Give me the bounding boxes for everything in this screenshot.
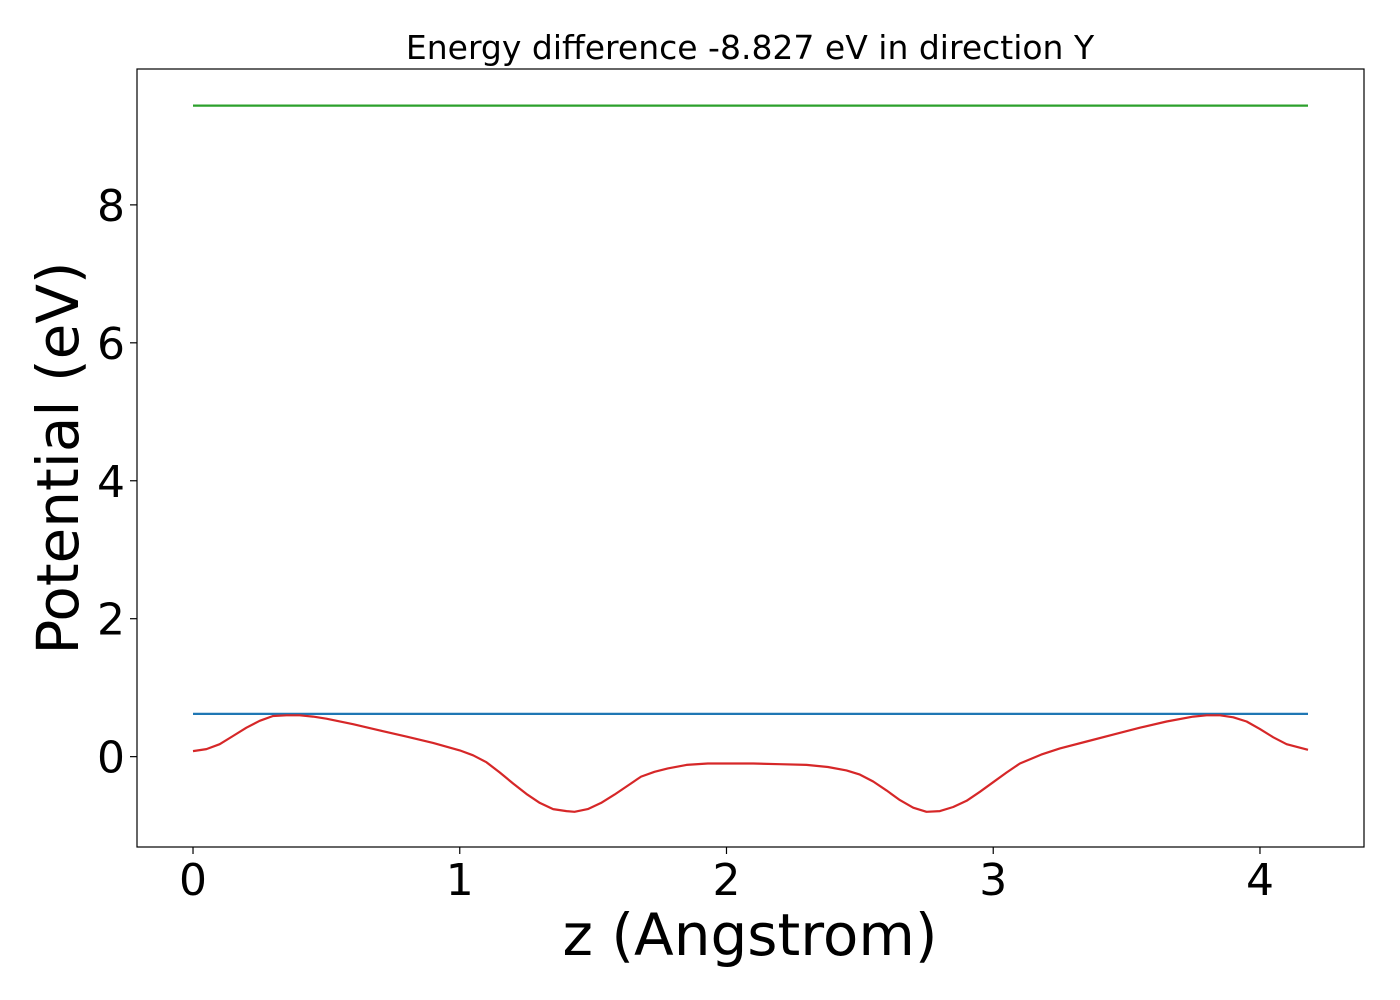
y-tick-label: 2 xyxy=(97,595,125,646)
x-tick-label: 2 xyxy=(712,855,740,906)
x-axis: 0 1 2 3 4 xyxy=(179,847,1274,906)
x-tick-label: 0 xyxy=(179,855,207,906)
series-line-3 xyxy=(192,714,1309,813)
plot-frame xyxy=(136,68,1365,848)
y-axis-label: Potential (eV) xyxy=(24,261,92,654)
y-tick-label: 6 xyxy=(97,319,125,370)
y-axis: 0 2 4 6 8 xyxy=(97,181,137,784)
x-tick-label: 3 xyxy=(979,855,1007,906)
x-tick-label: 1 xyxy=(446,855,474,906)
y-tick-label: 8 xyxy=(97,181,125,232)
series-layer xyxy=(192,104,1309,813)
chart-title: Energy difference -8.827 eV in direction… xyxy=(406,28,1095,67)
y-tick-label: 4 xyxy=(97,457,125,508)
y-tick-label: 0 xyxy=(97,733,125,784)
x-tick-label: 4 xyxy=(1246,855,1274,906)
x-axis-label: z (Angstrom) xyxy=(563,901,938,969)
